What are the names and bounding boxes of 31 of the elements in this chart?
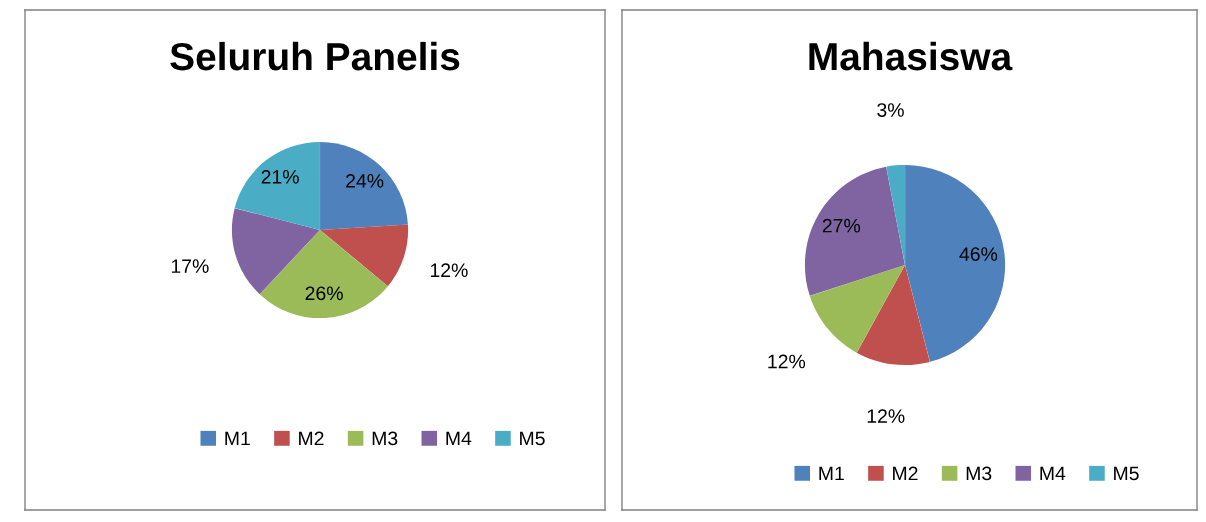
chart-title: Seluruh Panelis	[170, 41, 460, 71]
data-label: 21%	[261, 170, 299, 184]
pie-slice	[804, 166, 905, 296]
legend-label: M4	[446, 431, 472, 446]
data-label: 27%	[822, 218, 861, 233]
data-label: 46%	[959, 247, 998, 261]
data-label: 12%	[430, 263, 468, 278]
legend-label: M1	[819, 466, 844, 481]
legend-label: M5	[520, 431, 545, 446]
legend-label: M3	[966, 466, 992, 481]
pie-slice	[320, 224, 409, 287]
data-label: 17%	[171, 259, 209, 273]
pie-slice	[809, 265, 905, 353]
pie-slice	[856, 265, 930, 366]
legend-label: M3	[372, 431, 398, 446]
data-label: 26%	[305, 286, 343, 301]
legend-label: M1	[225, 431, 250, 446]
pie-slice	[259, 230, 388, 319]
legend-label: M2	[893, 466, 918, 481]
data-label: 24%	[346, 173, 384, 188]
legend-label: M4	[1040, 466, 1066, 481]
pie-slice	[905, 164, 1006, 362]
data-label: 3%	[877, 103, 904, 117]
legend-label: M5	[1114, 466, 1139, 481]
pie-slice	[234, 141, 320, 230]
pie-slice	[886, 164, 905, 265]
pie-slice	[320, 141, 408, 230]
legend-label: M2	[299, 431, 324, 446]
data-label: 12%	[768, 354, 806, 369]
data-label: 12%	[867, 409, 905, 423]
chart-title: Mahasiswa	[809, 41, 1013, 71]
